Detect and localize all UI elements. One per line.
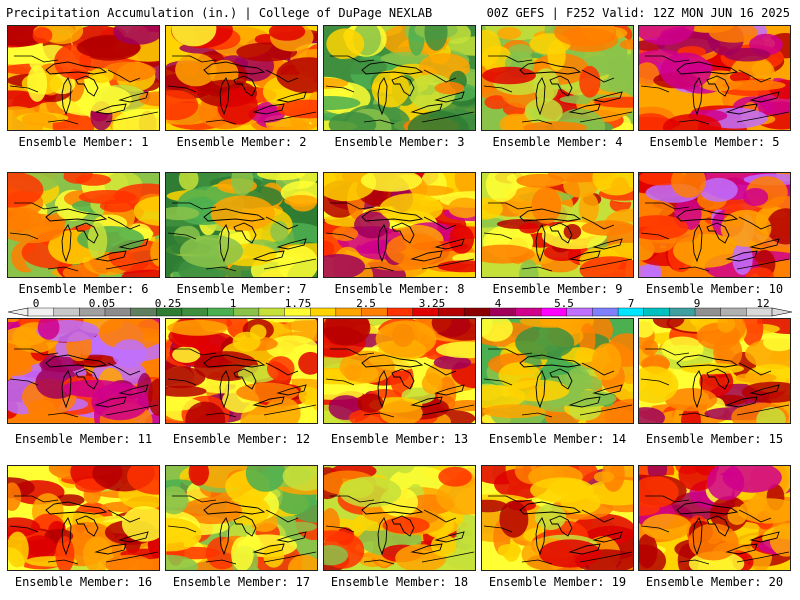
member-caption-11: Ensemble Member: 11 xyxy=(14,432,153,446)
member-caption-7: Ensemble Member: 7 xyxy=(176,282,307,296)
member-caption-9: Ensemble Member: 9 xyxy=(492,282,623,296)
precip-map-member-6 xyxy=(7,172,160,278)
chart-title: Precipitation Accumulation (in.) | Colle… xyxy=(6,6,433,20)
colorbar-tick-label: 1.75 xyxy=(284,297,312,310)
colorbar-tick-label: 7 xyxy=(627,297,635,310)
colorbar-tick-label: 1 xyxy=(229,297,237,310)
precip-map-member-14 xyxy=(481,318,634,424)
colorbar-tick-label: 12 xyxy=(756,297,770,310)
member-caption-6: Ensemble Member: 6 xyxy=(18,282,149,296)
colorbar-swatch xyxy=(181,307,209,317)
member-caption-20: Ensemble Member: 20 xyxy=(645,575,784,589)
colorbar-tick-label: 2.5 xyxy=(356,297,376,310)
colorbar-swatch xyxy=(643,307,670,317)
precip-map-member-2 xyxy=(165,25,318,131)
colorbar-tick-label: 0 xyxy=(32,297,40,310)
colorbar-tick-label: 5.5 xyxy=(554,297,574,310)
model-valid-time: 00Z GEFS | F252 Valid: 12Z MON JUN 16 20… xyxy=(486,6,790,20)
colorbar-min-arrow xyxy=(7,307,29,317)
member-caption-10: Ensemble Member: 10 xyxy=(645,282,784,296)
precip-map-member-9 xyxy=(481,172,634,278)
colorbar-tick-label: 4 xyxy=(494,297,502,310)
member-caption-8: Ensemble Member: 8 xyxy=(334,282,465,296)
precip-map-member-17 xyxy=(165,465,318,571)
colorbar-swatch xyxy=(489,307,516,317)
precip-map-member-15 xyxy=(638,318,791,424)
member-caption-12: Ensemble Member: 12 xyxy=(172,432,311,446)
colorbar-swatch xyxy=(669,307,696,317)
precip-map-member-16 xyxy=(7,465,160,571)
precip-map-member-8 xyxy=(323,172,476,278)
member-caption-17: Ensemble Member: 17 xyxy=(172,575,311,589)
colorbar-tick-label: 0.25 xyxy=(154,297,182,310)
colorbar-swatch xyxy=(258,307,286,317)
precip-map-member-10 xyxy=(638,172,791,278)
colorbar-swatch xyxy=(53,307,80,317)
colorbar-tick-label: 9 xyxy=(693,297,701,310)
precip-map-member-7 xyxy=(165,172,318,278)
precip-map-member-3 xyxy=(323,25,476,131)
precip-map-member-12 xyxy=(165,318,318,424)
colorbar-swatch xyxy=(130,307,157,317)
colorbar-swatch xyxy=(463,307,491,317)
member-caption-13: Ensemble Member: 13 xyxy=(330,432,469,446)
colorbar-tick-label: 0.05 xyxy=(88,297,116,310)
member-caption-2: Ensemble Member: 2 xyxy=(176,135,307,149)
color-scale-bar xyxy=(6,297,794,321)
colorbar-swatch xyxy=(386,307,414,317)
colorbar-tick-label: 3.25 xyxy=(418,297,446,310)
member-caption-4: Ensemble Member: 4 xyxy=(492,135,623,149)
member-caption-18: Ensemble Member: 18 xyxy=(330,575,469,589)
colorbar-swatch xyxy=(592,307,619,317)
colorbar-swatch xyxy=(515,307,542,317)
colorbar-swatch xyxy=(233,307,260,317)
member-caption-1: Ensemble Member: 1 xyxy=(18,135,149,149)
member-caption-16: Ensemble Member: 16 xyxy=(14,575,153,589)
colorbar-max-arrow xyxy=(771,307,793,317)
member-caption-3: Ensemble Member: 3 xyxy=(334,135,465,149)
precip-map-member-18 xyxy=(323,465,476,571)
precip-map-member-4 xyxy=(481,25,634,131)
precip-map-member-20 xyxy=(638,465,791,571)
member-caption-19: Ensemble Member: 19 xyxy=(488,575,627,589)
colorbar-swatch xyxy=(310,307,337,317)
precip-map-member-11 xyxy=(7,318,160,424)
precip-map-member-1 xyxy=(7,25,160,131)
member-caption-15: Ensemble Member: 15 xyxy=(645,432,784,446)
member-caption-5: Ensemble Member: 5 xyxy=(649,135,780,149)
precip-map-member-19 xyxy=(481,465,634,571)
precip-map-member-13 xyxy=(323,318,476,424)
precip-map-member-5 xyxy=(638,25,791,131)
member-caption-14: Ensemble Member: 14 xyxy=(488,432,627,446)
colorbar-swatch xyxy=(720,307,747,317)
